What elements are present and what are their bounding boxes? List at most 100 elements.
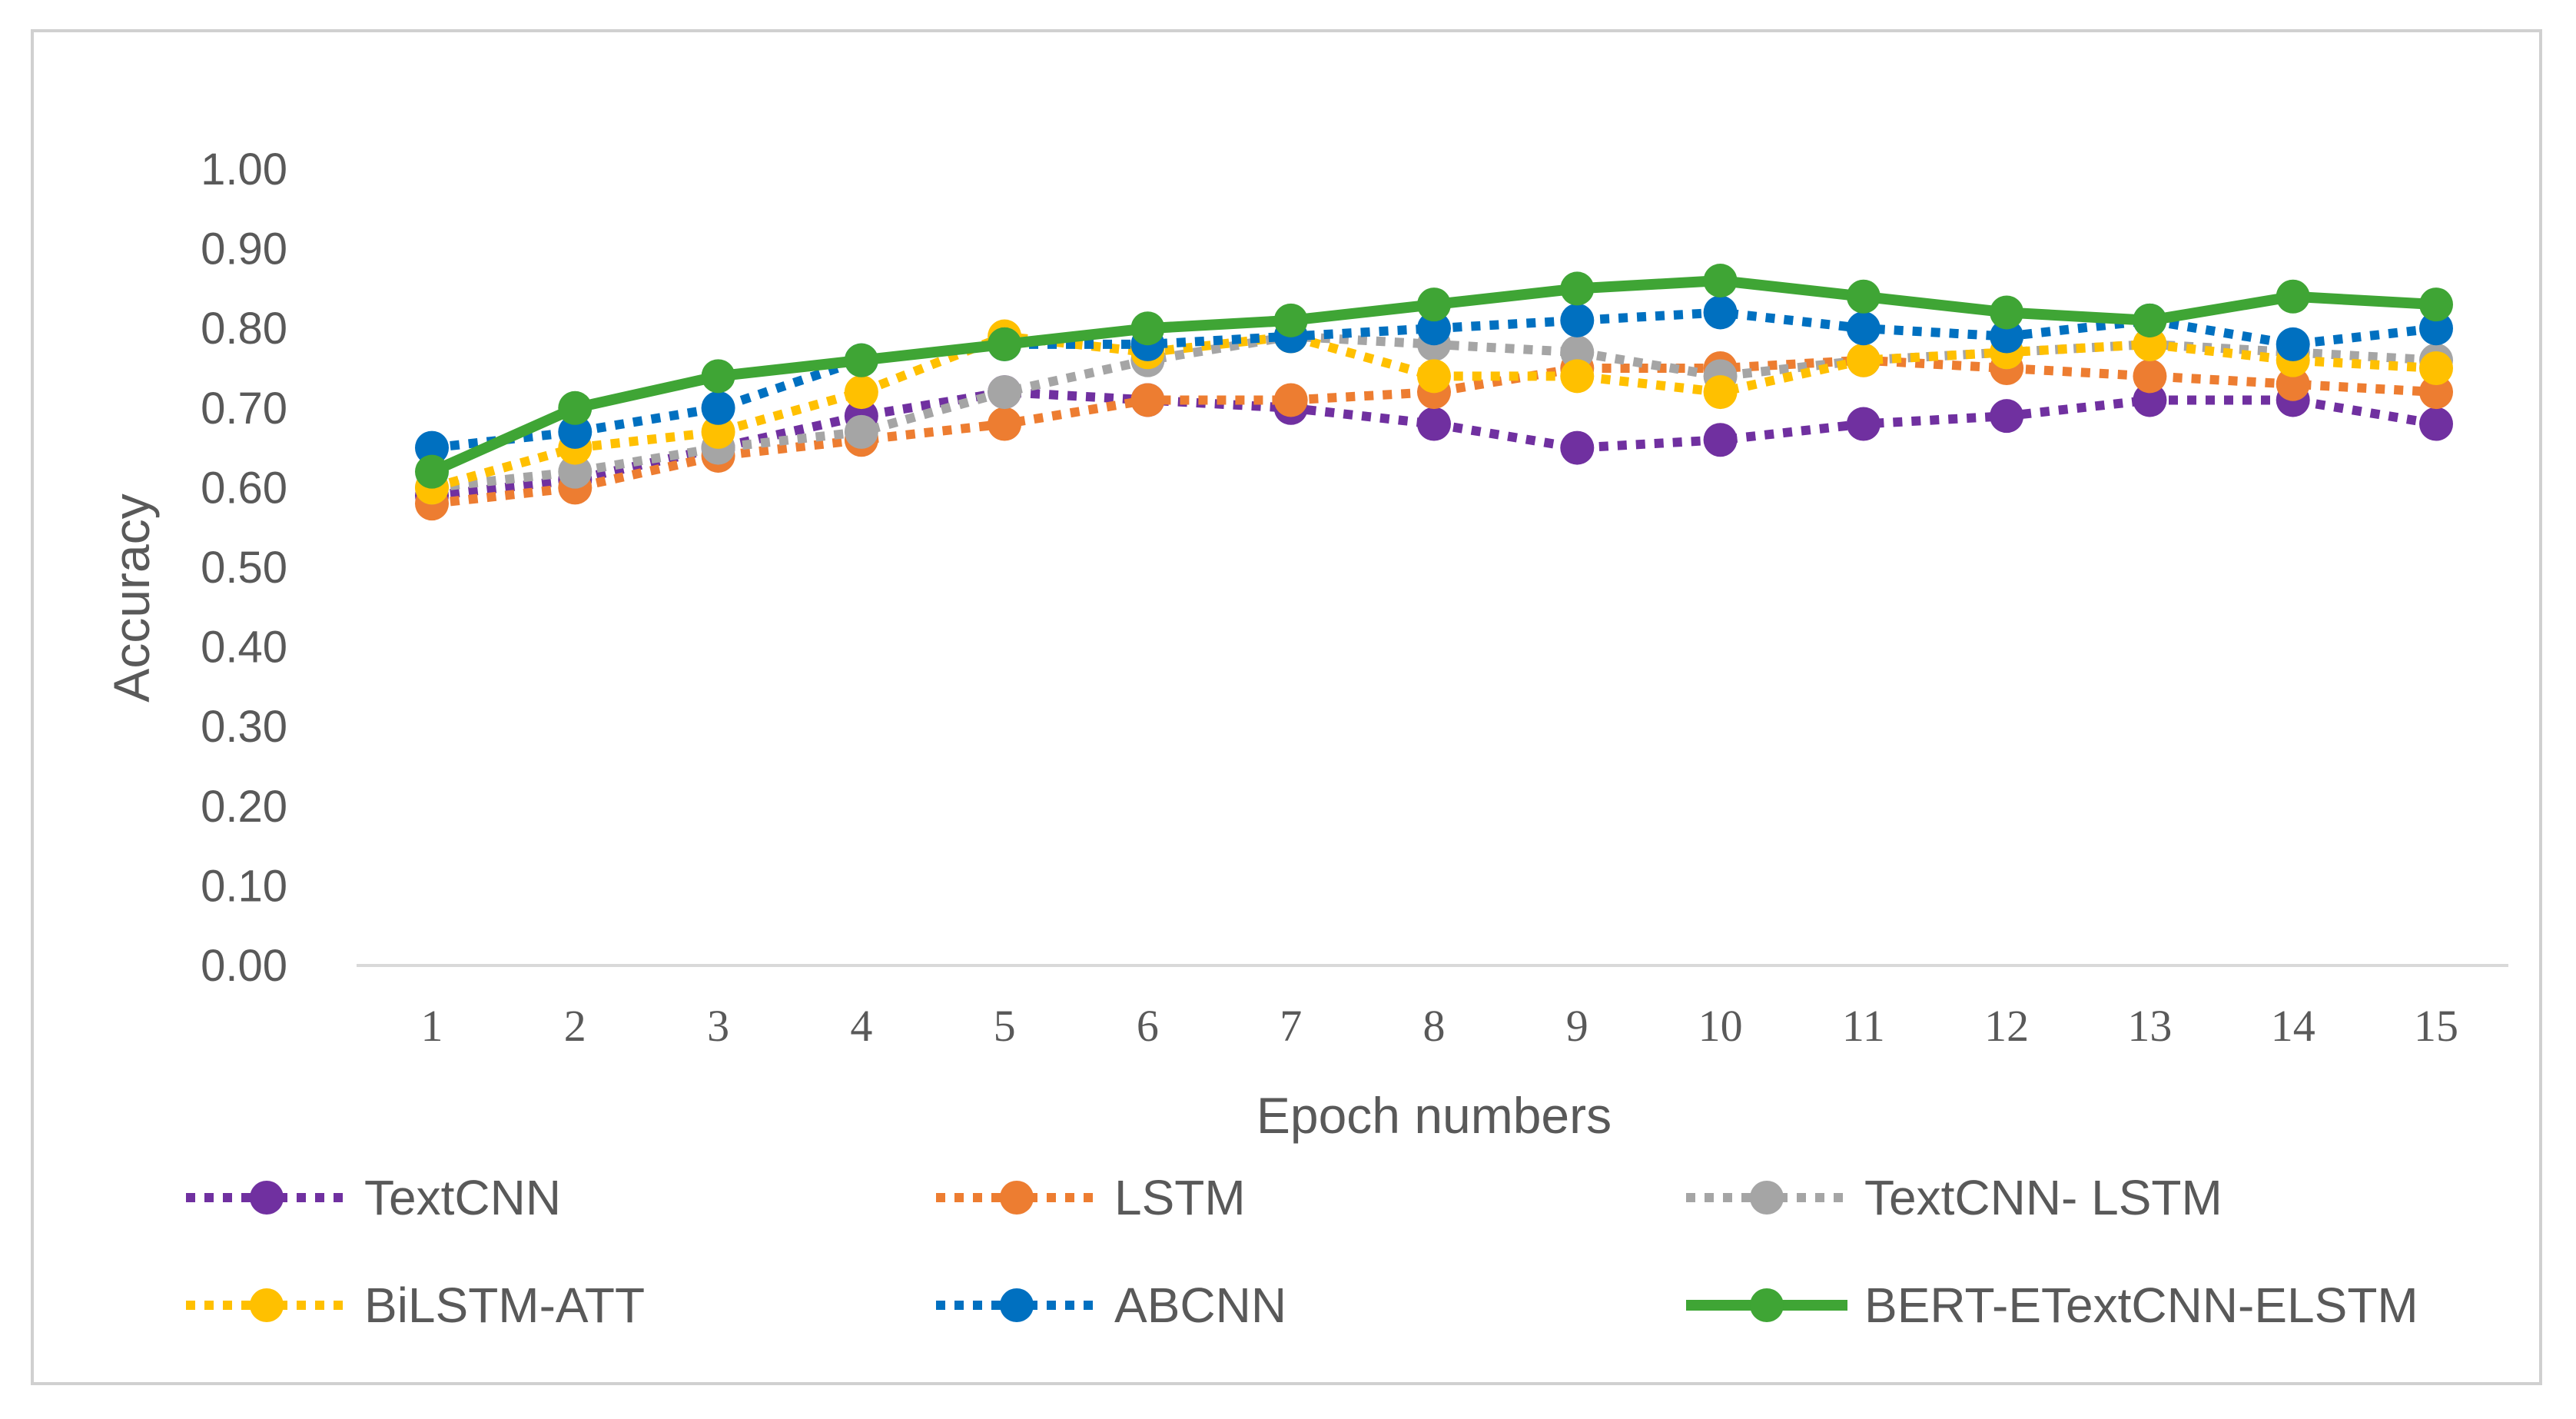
data-point (1417, 287, 1451, 322)
data-point (1417, 311, 1451, 346)
data-point (1417, 407, 1451, 441)
data-point (844, 375, 878, 410)
chart-frame: 0.00 0.10 0.20 0.30 0.40 0.50 0.60 0.70 0.80 0.90… (31, 29, 2542, 1385)
data-point (1990, 399, 2024, 434)
legend-item: LSTM (936, 1170, 1246, 1225)
y-tick-label: 0.30 (201, 702, 287, 752)
x-tick-label: 10 (1698, 1001, 1743, 1051)
legend: TextCNN LSTM TextCNN- LSTM BiLSTM-ATT ABCNN B… (186, 1170, 2418, 1333)
data-point (415, 430, 449, 465)
data-point (701, 359, 735, 394)
data-point (1560, 271, 1595, 306)
line-chart: 0.00 0.10 0.20 0.30 0.40 0.50 0.60 0.70 0.80 0.90… (103, 145, 2508, 1333)
y-axis-ticks: 0.00 0.10 0.20 0.30 0.40 0.50 0.60 0.70 0.80 0.90… (201, 145, 287, 991)
legend-marker (1750, 1181, 1784, 1215)
legend-marker (1000, 1181, 1034, 1215)
y-tick-label: 1.00 (201, 145, 287, 194)
data-point (2419, 407, 2453, 441)
data-point (1703, 423, 1738, 457)
data-point (1560, 430, 1595, 465)
x-tick-label: 3 (707, 1001, 729, 1051)
data-point (1560, 359, 1595, 394)
x-tick-label: 11 (1842, 1001, 1885, 1051)
data-point (1560, 303, 1595, 337)
data-point (1846, 407, 1881, 441)
series-5 (415, 264, 2453, 489)
y-tick-label: 0.90 (201, 224, 287, 274)
legend-label: TextCNN (364, 1170, 561, 1225)
y-tick-label: 0.70 (201, 384, 287, 434)
legend-item: ABCNN (936, 1278, 1286, 1333)
data-point (1703, 264, 1738, 298)
data-point (1846, 343, 1881, 377)
data-point (1273, 383, 1308, 417)
data-point (2133, 383, 2167, 417)
legend-item: TextCNN- LSTM (1686, 1170, 2222, 1225)
data-point (1560, 335, 1595, 370)
data-point (1130, 383, 1165, 417)
data-point (558, 414, 593, 449)
data-point (1990, 319, 2024, 354)
legend-marker (250, 1181, 284, 1215)
series-line (431, 307, 2437, 453)
legend-marker (250, 1288, 284, 1322)
data-point (1846, 311, 1881, 346)
series-line (431, 355, 2437, 509)
data-point (2276, 327, 2310, 361)
series-line (430, 331, 2437, 493)
data-point (558, 390, 593, 425)
data-point (1990, 295, 2024, 330)
data-point (844, 414, 878, 449)
data-point (844, 343, 878, 377)
x-tick-label: 8 (1423, 1001, 1446, 1051)
legend-item: BERT-ETextCNN-ELSTM (1686, 1278, 2418, 1333)
x-tick-label: 13 (2127, 1001, 2172, 1051)
x-tick-label: 5 (994, 1001, 1016, 1051)
y-tick-label: 0.60 (201, 463, 287, 513)
data-point (988, 407, 1022, 441)
legend-item: BiLSTM-ATT (186, 1278, 645, 1333)
data-point (1846, 279, 1881, 314)
legend-label: LSTM (1114, 1170, 1246, 1225)
data-point (2276, 279, 2310, 314)
x-axis-title: Epoch numbers (1256, 1087, 1612, 1144)
legend-label: TextCNN- LSTM (1864, 1170, 2222, 1225)
x-tick-label: 7 (1280, 1001, 1302, 1051)
y-tick-label: 0.40 (201, 623, 287, 673)
x-tick-label: 15 (2414, 1001, 2458, 1051)
data-point (1417, 359, 1451, 394)
data-point (558, 454, 593, 489)
data-point (988, 327, 1022, 361)
legend-item: TextCNN (186, 1170, 561, 1225)
y-tick-label: 0.00 (201, 941, 287, 991)
series-layer (415, 264, 2453, 521)
data-point (701, 390, 735, 425)
data-point (988, 375, 1022, 410)
data-point (415, 454, 449, 489)
data-point (1130, 311, 1165, 346)
x-tick-label: 1 (421, 1001, 443, 1051)
legend-label: BiLSTM-ATT (364, 1278, 645, 1333)
data-point (2133, 303, 2167, 337)
x-tick-label: 4 (850, 1001, 872, 1051)
legend-marker (1000, 1288, 1034, 1322)
series-line (431, 387, 2437, 500)
x-tick-label: 9 (1566, 1001, 1588, 1051)
y-tick-label: 0.10 (201, 861, 287, 911)
x-tick-label: 12 (1984, 1001, 2029, 1051)
legend-label: ABCNN (1114, 1278, 1286, 1333)
data-point (2133, 327, 2167, 361)
legend-marker (1750, 1288, 1784, 1322)
data-point (1273, 303, 1308, 337)
y-axis-title: Accuracy (103, 493, 160, 702)
x-tick-label: 6 (1137, 1001, 1159, 1051)
data-point (2419, 311, 2453, 346)
data-point (2133, 359, 2167, 394)
y-tick-label: 0.80 (201, 304, 287, 354)
data-point (2419, 287, 2453, 322)
y-tick-label: 0.50 (201, 543, 287, 593)
data-point (1703, 295, 1738, 330)
legend-label: BERT-ETextCNN-ELSTM (1864, 1278, 2418, 1333)
x-tick-label: 14 (2271, 1001, 2315, 1051)
x-axis-ticks: 1 2 3 4 5 6 7 8 9 10 11 12 13 14 15 (421, 1001, 2459, 1051)
